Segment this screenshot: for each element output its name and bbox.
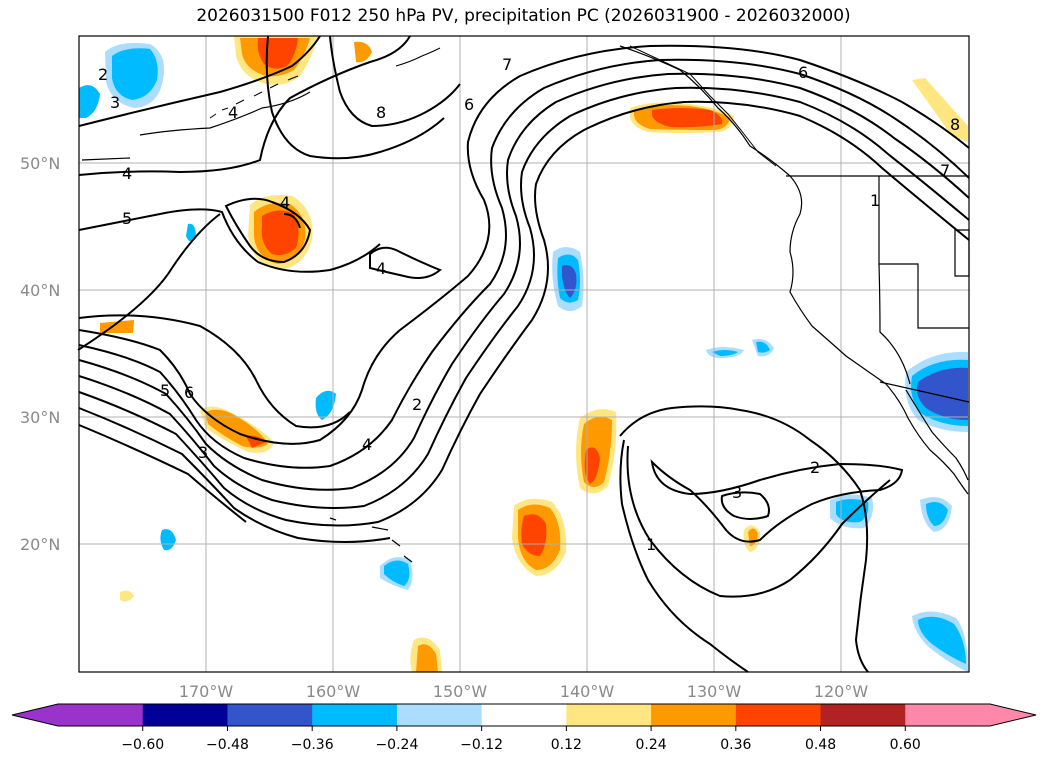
contour-label: 5 xyxy=(122,209,132,228)
colorbar-tick-label: 0.48 xyxy=(805,737,836,753)
colorbar-tick-label: −0.60 xyxy=(121,737,164,753)
lat-label-50n: 50°N xyxy=(20,154,60,173)
contour-label: 5 xyxy=(160,381,170,400)
alaska-islands xyxy=(209,45,777,167)
contour-label: 7 xyxy=(940,161,950,180)
colorbar-tick-label: 0.12 xyxy=(551,737,582,753)
colorbar-segment xyxy=(312,704,398,726)
contour-label: 4 xyxy=(362,435,372,454)
contour-label: 7 xyxy=(502,55,512,74)
colorbar-tick-label: 0.36 xyxy=(720,737,751,753)
colorbar-segment xyxy=(396,704,483,726)
colorbar-extend-low xyxy=(12,704,58,726)
longitude-labels: 170°W 160°W 150°W 140°W 130°W 120°W xyxy=(179,682,869,701)
colorbar-segment xyxy=(820,704,906,726)
contour-label: 6 xyxy=(798,63,808,82)
contour-label: 3 xyxy=(732,483,742,502)
contour-label: 4 xyxy=(228,103,238,122)
contour-label: 8 xyxy=(376,103,386,122)
pv-contours xyxy=(77,35,970,673)
colorbar-tick-label: 0.60 xyxy=(890,737,921,753)
colorbar-outline xyxy=(11,703,1037,727)
colorbar-tick-label: −0.48 xyxy=(206,737,249,753)
lon-label-130w: 130°W xyxy=(687,682,742,701)
contour-label: 8 xyxy=(950,115,960,134)
colorbar-segment xyxy=(142,704,228,726)
colorbar-segment xyxy=(481,704,567,726)
map-title: 2026031500 F012 250 hPa PV, precipitatio… xyxy=(196,6,851,26)
contour-label: 2 xyxy=(412,395,422,414)
contour-label: 6 xyxy=(464,95,474,114)
colorbar-tick-label: 0.24 xyxy=(636,737,667,753)
contour-label: 2 xyxy=(98,65,108,84)
lat-label-20n: 20°N xyxy=(20,535,60,554)
contour-label: 4 xyxy=(122,164,132,183)
colorbar-tick-label: −0.36 xyxy=(291,737,334,753)
map-panel: 2 3 4 5 4 4 8 7 6 6 1 7 8 4 5 6 3 4 2 2 … xyxy=(77,35,970,673)
map-frame xyxy=(78,35,970,673)
lon-label-150w: 150°W xyxy=(433,682,488,701)
lon-label-170w: 170°W xyxy=(179,682,234,701)
coastlines xyxy=(81,45,970,563)
lon-label-160w: 160°W xyxy=(306,682,361,701)
contour-label: 6 xyxy=(184,383,194,402)
pv-contour-labels: 2 3 4 5 4 4 8 7 6 6 1 7 8 4 5 6 3 4 2 2 … xyxy=(98,55,960,554)
colorbar-segment xyxy=(227,704,313,726)
colorbar: −0.60 −0.48 −0.36 −0.24 −0.12 0.12 0.24 0.36 0.4… xyxy=(11,703,1037,753)
colorbar-tick-label: −0.24 xyxy=(375,737,418,753)
map-gridlines xyxy=(79,36,969,672)
precip-shading xyxy=(79,36,968,672)
contour-label: 4 xyxy=(376,259,386,278)
contour-label: 3 xyxy=(198,443,208,462)
colorbar-segment xyxy=(651,704,737,726)
contour-label: 1 xyxy=(646,535,656,554)
lon-label-120w: 120°W xyxy=(814,682,869,701)
colorbar-segment xyxy=(58,704,144,726)
colorbar-tick-label: −0.12 xyxy=(460,737,503,753)
contour-label: 1 xyxy=(870,191,880,210)
colorbar-segment xyxy=(905,704,991,726)
lat-label-40n: 40°N xyxy=(20,281,60,300)
colorbar-segment xyxy=(735,704,822,726)
contour-label: 4 xyxy=(280,193,290,212)
latitude-labels: 50°N 40°N 30°N 20°N xyxy=(20,154,60,554)
lon-label-140w: 140°W xyxy=(560,682,615,701)
contour-label: 2 xyxy=(810,458,820,477)
contour-label: 3 xyxy=(110,93,120,112)
colorbar-extend-high xyxy=(990,704,1036,726)
lat-label-30n: 30°N xyxy=(20,408,60,427)
colorbar-segment xyxy=(566,704,652,726)
